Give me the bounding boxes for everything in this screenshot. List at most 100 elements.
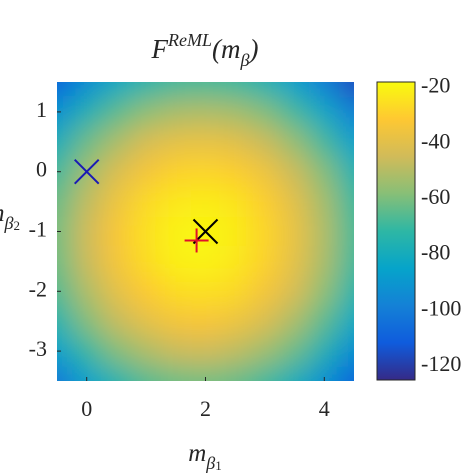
heatmap-cell bbox=[220, 82, 251, 98]
heatmap-cell bbox=[279, 82, 310, 98]
colorbar-tick-label: -120 bbox=[421, 351, 461, 376]
heatmap-cell bbox=[131, 96, 162, 128]
heatmap-cell bbox=[279, 306, 310, 337]
heatmap-cell bbox=[101, 336, 132, 367]
heatmap-cell bbox=[160, 336, 192, 367]
heatmap-cell bbox=[339, 336, 354, 367]
heatmap-cell bbox=[279, 246, 310, 277]
y-tick-label: -2 bbox=[29, 276, 47, 301]
heatmap-cell bbox=[131, 82, 162, 98]
y-axis-label: mβ2 bbox=[0, 200, 20, 233]
heatmap-cell bbox=[220, 186, 251, 218]
heatmap-cell bbox=[101, 246, 132, 277]
heatmap-cell bbox=[71, 336, 103, 367]
heatmap-cell bbox=[250, 366, 281, 381]
heatmap-cell bbox=[131, 336, 162, 367]
marker bbox=[184, 228, 209, 253]
heatmap-cell bbox=[57, 306, 73, 337]
heatmap-cell bbox=[309, 336, 340, 367]
heatmap-cell bbox=[220, 246, 251, 277]
heatmap-cell bbox=[71, 276, 103, 307]
heatmap-cell bbox=[160, 156, 192, 188]
heatmap-cell bbox=[250, 306, 281, 337]
heatmap-cell bbox=[309, 216, 340, 247]
label-part: ReML bbox=[167, 30, 212, 50]
heatmap-cell bbox=[57, 336, 73, 367]
heatmap-cell bbox=[190, 126, 221, 158]
heatmap-cell bbox=[220, 366, 251, 381]
y-tick-label: 0 bbox=[36, 157, 47, 182]
heatmap-cell bbox=[101, 82, 132, 98]
heatmap-cell bbox=[160, 246, 192, 277]
heatmap-cell bbox=[279, 186, 310, 218]
heatmap-cell bbox=[339, 246, 354, 277]
heatmap-cell bbox=[190, 82, 221, 98]
heatmap-cell bbox=[339, 366, 354, 381]
heatmap-cell bbox=[131, 366, 162, 381]
heatmap-cell bbox=[190, 276, 221, 307]
heatmap-cell bbox=[190, 366, 221, 381]
heatmap-cell bbox=[279, 336, 310, 367]
heatmap-cell bbox=[279, 216, 310, 247]
heatmap-cell bbox=[131, 156, 162, 188]
heatmap-cell bbox=[71, 246, 103, 277]
heatmap-cell bbox=[339, 126, 354, 158]
label-part: m bbox=[0, 200, 5, 227]
heatmap-cell bbox=[220, 126, 251, 158]
heatmap-cell bbox=[339, 156, 354, 188]
marker bbox=[73, 158, 100, 185]
heatmap-cell bbox=[250, 186, 281, 218]
heatmap-cell bbox=[220, 306, 251, 337]
heatmap-cell bbox=[101, 366, 132, 381]
heatmap-cell bbox=[71, 186, 103, 218]
heatmap-cell bbox=[279, 96, 310, 128]
label-part: β bbox=[4, 213, 14, 233]
heatmap-cell bbox=[339, 276, 354, 307]
y-tick-label: 1 bbox=[36, 97, 47, 122]
heatmap-cell bbox=[339, 96, 354, 128]
heatmap-cell bbox=[57, 186, 73, 218]
heatmap-cells bbox=[57, 82, 354, 381]
heatmap-cell bbox=[250, 96, 281, 128]
heatmap-cell bbox=[309, 186, 340, 218]
heatmap-cell bbox=[279, 126, 310, 158]
heatmap-cell bbox=[160, 82, 192, 98]
heatmap-cell bbox=[220, 96, 251, 128]
heatmap-cell bbox=[160, 126, 192, 158]
heatmap-cell bbox=[131, 246, 162, 277]
heatmap-cell bbox=[101, 306, 132, 337]
heatmap-cell bbox=[131, 216, 162, 247]
heatmap-cell bbox=[279, 276, 310, 307]
heatmap-cell bbox=[71, 306, 103, 337]
heatmap-cell bbox=[160, 366, 192, 381]
heatmap-cell bbox=[71, 126, 103, 158]
heatmap-cell bbox=[101, 216, 132, 247]
heatmap-cell bbox=[101, 186, 132, 218]
heatmap-cell bbox=[131, 126, 162, 158]
heatmap-cell bbox=[190, 306, 221, 337]
heatmap-cell bbox=[309, 126, 340, 158]
heatmap-cell bbox=[220, 336, 251, 367]
heatmap-cell bbox=[71, 96, 103, 128]
label-part: m bbox=[188, 440, 206, 467]
heatmap-cell bbox=[339, 306, 354, 337]
heatmap-cell bbox=[101, 126, 132, 158]
heatmap-cell bbox=[250, 276, 281, 307]
colorbar-tick-label: -100 bbox=[421, 295, 461, 320]
heatmap-cell bbox=[190, 246, 221, 277]
heatmap-cell bbox=[250, 246, 281, 277]
y-tick-label: -1 bbox=[29, 217, 47, 242]
label-part: 1 bbox=[215, 458, 222, 473]
heatmap-cell bbox=[160, 276, 192, 307]
heatmap-cell bbox=[131, 306, 162, 337]
heatmap-cell bbox=[309, 306, 340, 337]
label-part: 2 bbox=[14, 218, 21, 233]
x-tick-label: 4 bbox=[319, 396, 330, 421]
colorbar-tick-label: -40 bbox=[421, 128, 450, 153]
heatmap-cell bbox=[250, 82, 281, 98]
x-tick-label: 2 bbox=[200, 396, 211, 421]
heatmap-cell bbox=[101, 96, 132, 128]
heatmap-cell bbox=[250, 156, 281, 188]
